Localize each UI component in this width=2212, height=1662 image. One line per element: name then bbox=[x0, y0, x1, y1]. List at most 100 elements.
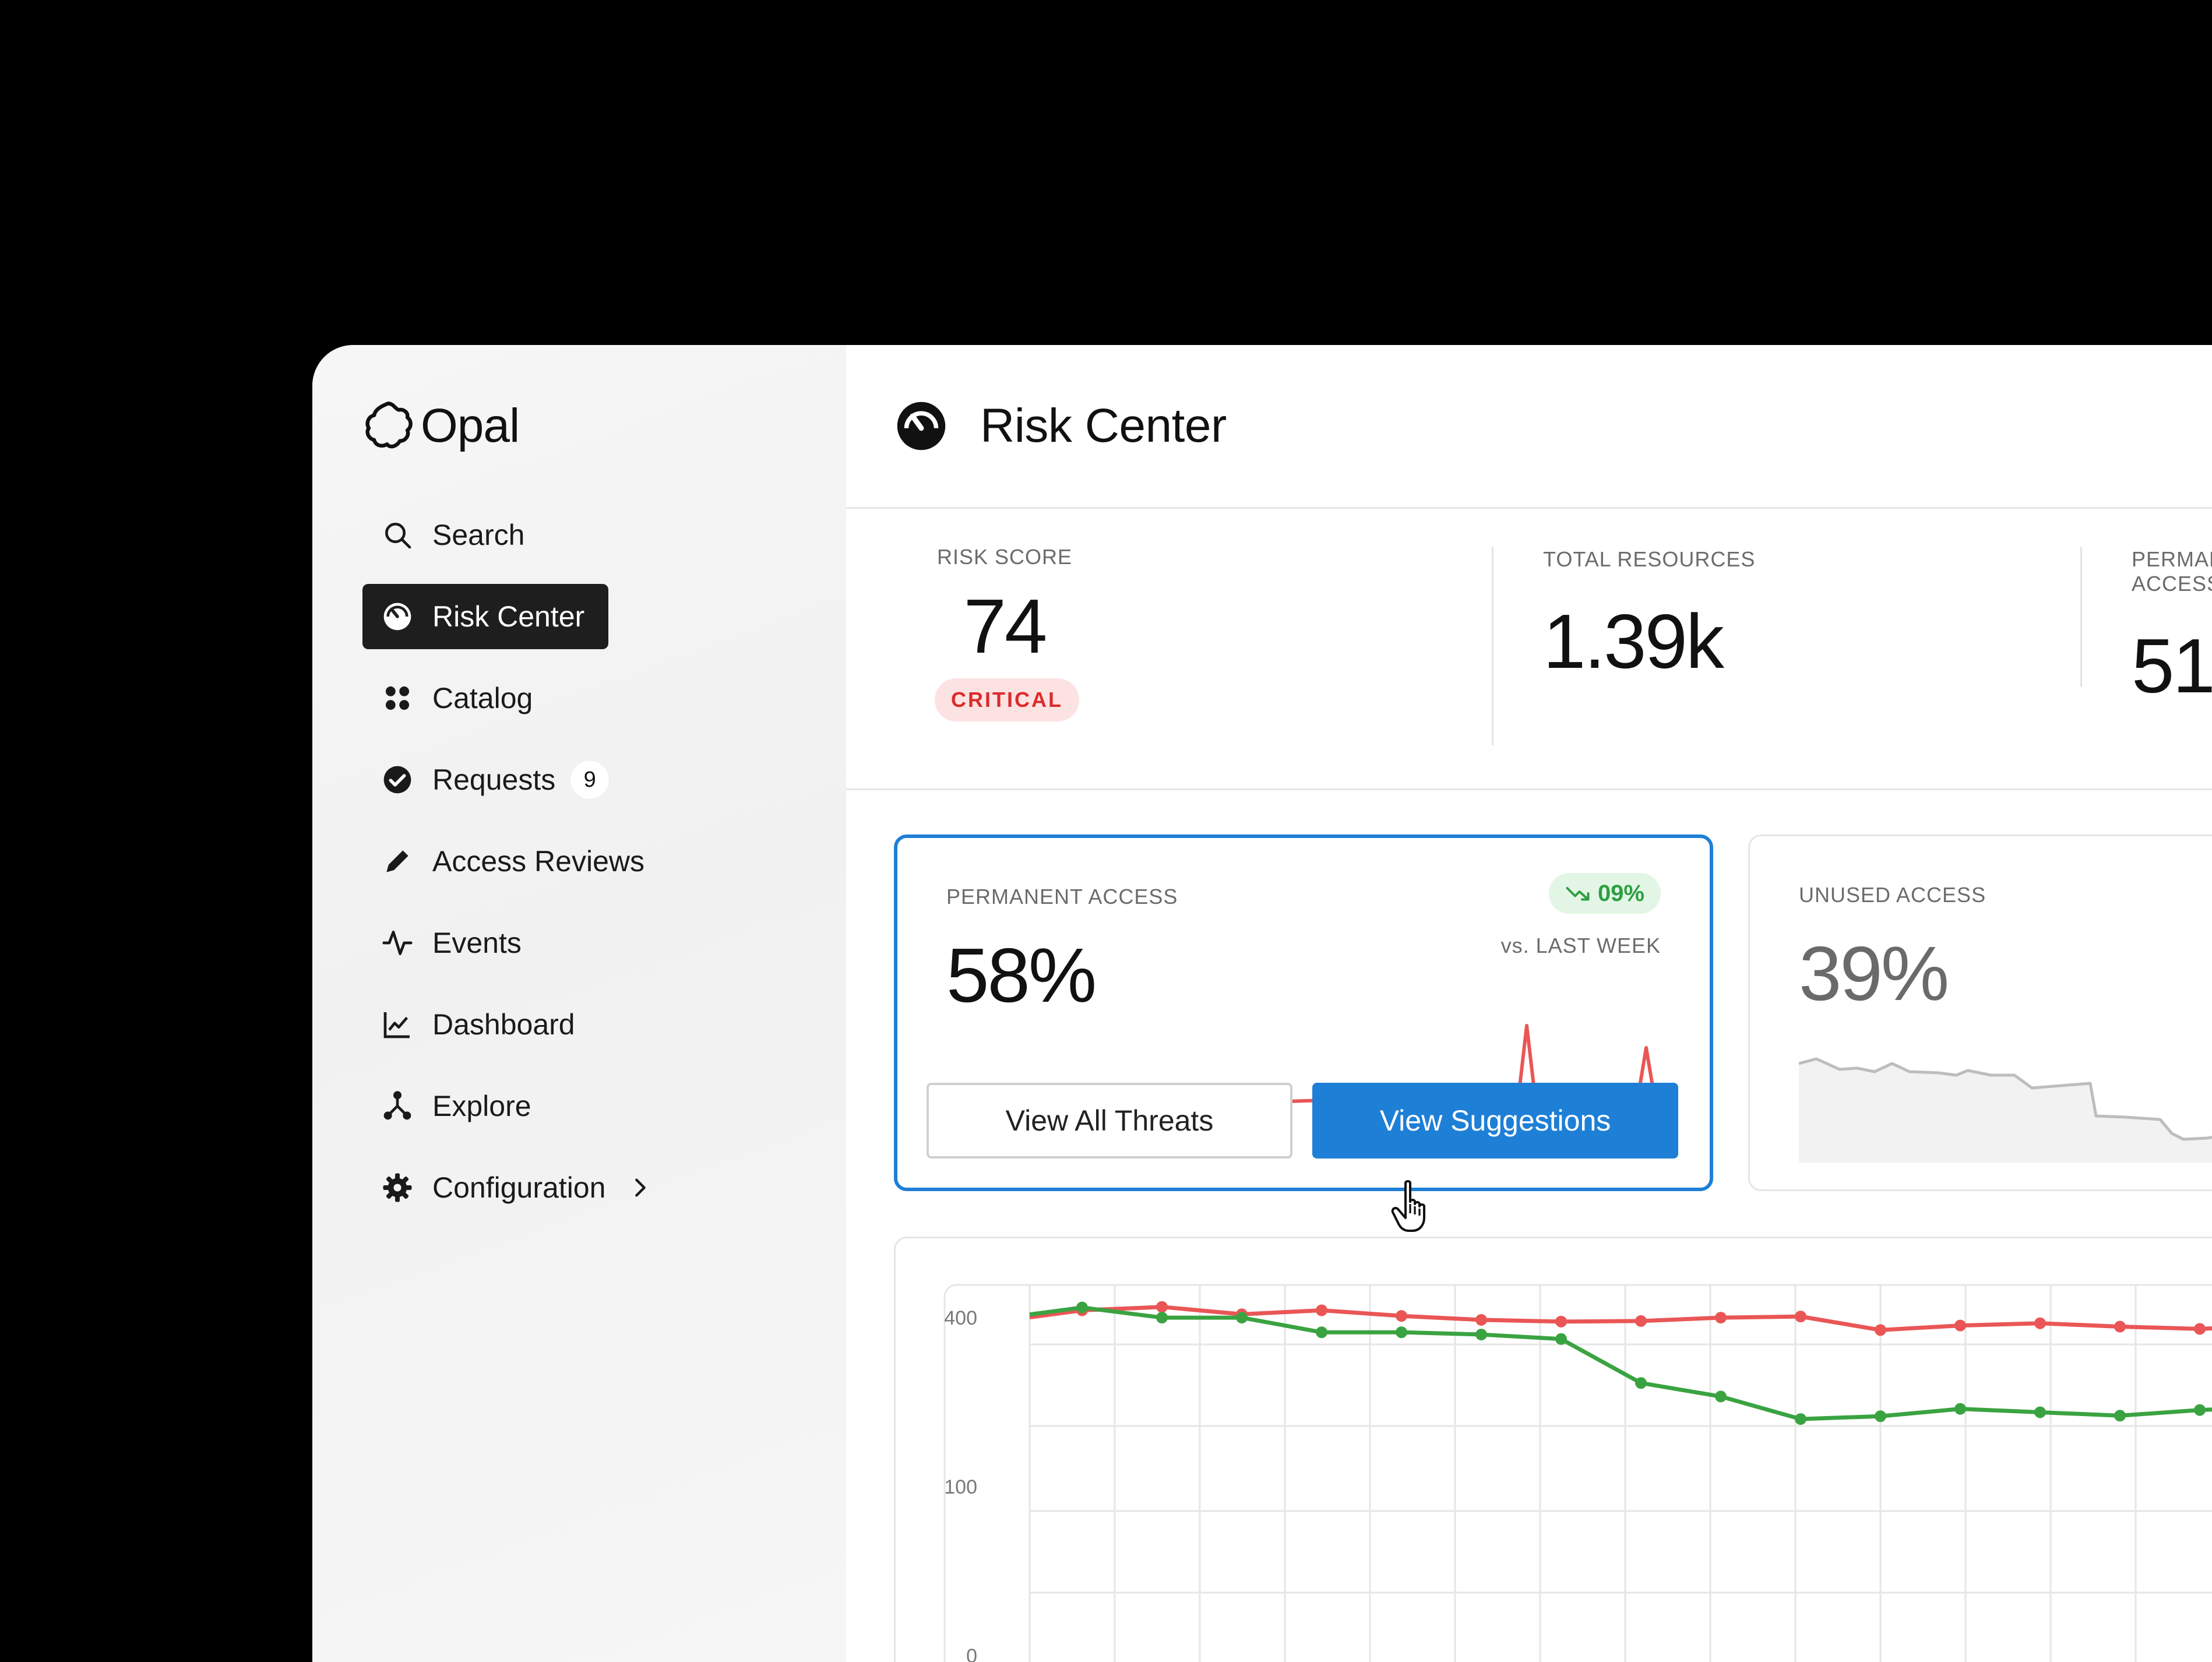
chart-data-point[interactable] bbox=[1954, 1319, 1966, 1332]
sidebar-item-label: Risk Center bbox=[432, 600, 585, 633]
risk-trend-chart-card: 400 100 0 bbox=[894, 1237, 2212, 1662]
card-label: PERMANENT ACCESS bbox=[946, 885, 1178, 909]
grid-dots-icon bbox=[380, 681, 415, 716]
chart-data-point[interactable] bbox=[1875, 1324, 1886, 1336]
chart-grid bbox=[1028, 1285, 2212, 1662]
sidebar-item-access-reviews[interactable]: Access Reviews bbox=[362, 829, 805, 894]
chart-data-point[interactable] bbox=[1795, 1311, 1806, 1323]
sidebar-item-explore[interactable]: Explore bbox=[362, 1073, 805, 1139]
sidebar-item-label: Explore bbox=[432, 1090, 531, 1122]
chart-data-point[interactable] bbox=[1236, 1312, 1248, 1324]
chart-data-point[interactable] bbox=[1555, 1333, 1567, 1345]
total-resources-label: TOTAL RESOURCES bbox=[1543, 547, 1756, 571]
total-resources-value: 1.39k bbox=[1543, 598, 1724, 684]
trend-caption: vs. LAST WEEK bbox=[1501, 934, 1661, 957]
chart-data-point[interactable] bbox=[2114, 1321, 2126, 1333]
unused-access-card[interactable]: UNUSED ACCESS 39% bbox=[1748, 834, 2212, 1191]
hand-cursor-icon bbox=[1391, 1180, 1425, 1232]
app-logo[interactable]: Opal bbox=[361, 399, 520, 453]
chart-data-point[interactable] bbox=[2194, 1323, 2206, 1335]
sidebar-item-events[interactable]: Events bbox=[362, 910, 805, 976]
view-all-threats-button[interactable]: View All Threats bbox=[927, 1083, 1292, 1159]
sidebar-nav: Search Risk Center Catalog bbox=[362, 502, 805, 1237]
pencil-icon bbox=[380, 844, 415, 879]
line-chart-icon bbox=[380, 1007, 415, 1042]
chart-data-point[interactable] bbox=[1396, 1310, 1407, 1322]
risk-score-value: 74 bbox=[963, 583, 1048, 669]
requests-count-badge: 9 bbox=[570, 760, 610, 799]
sidebar-item-label: Catalog bbox=[432, 682, 533, 714]
trending-down-icon bbox=[1566, 887, 1590, 901]
gear-icon bbox=[380, 1170, 415, 1205]
total-resources-stat: TOTAL RESOURCES 1.39k bbox=[1543, 547, 1755, 685]
graph-nodes-icon bbox=[380, 1089, 415, 1124]
risk-score-stat: RISK SCORE 74 CRITICAL bbox=[935, 545, 1079, 721]
sidebar-item-dashboard[interactable]: Dashboard bbox=[362, 992, 805, 1057]
gauge-icon bbox=[380, 599, 415, 634]
sidebar-item-requests[interactable]: Requests 9 bbox=[362, 747, 805, 812]
chart-data-point[interactable] bbox=[1715, 1312, 1727, 1324]
chart-y-axis: 400 100 0 bbox=[944, 1307, 977, 1662]
chart-data-point[interactable] bbox=[2034, 1317, 2046, 1329]
app-window: Opal Search Risk Center bbox=[312, 345, 2212, 1662]
status-badge: CRITICAL bbox=[935, 678, 1079, 721]
chart-data-point[interactable] bbox=[1156, 1312, 1168, 1324]
page-header: Risk Center bbox=[846, 345, 2212, 509]
view-suggestions-button[interactable]: View Suggestions bbox=[1312, 1083, 1678, 1159]
chart-data-point[interactable] bbox=[2034, 1406, 2046, 1418]
chart-data-point[interactable] bbox=[2114, 1410, 2126, 1422]
risk-score-label: RISK SCORE bbox=[936, 545, 1073, 569]
chevron-right-icon[interactable] bbox=[629, 1176, 652, 1199]
sidebar-item-catalog[interactable]: Catalog bbox=[362, 665, 805, 731]
chart-plot-frame bbox=[943, 1284, 2212, 1662]
chart-data-point[interactable] bbox=[1396, 1326, 1407, 1339]
sidebar-item-search[interactable]: Search bbox=[362, 502, 805, 568]
permanent-access-value: 510 bbox=[2132, 623, 2212, 709]
chart-data-point[interactable] bbox=[1635, 1377, 1647, 1389]
chart-data-point[interactable] bbox=[1715, 1390, 1727, 1403]
chart-data-point[interactable] bbox=[1954, 1403, 1966, 1415]
sidebar-item-label: Dashboard bbox=[432, 1008, 575, 1041]
chart-data-point[interactable] bbox=[1316, 1304, 1327, 1316]
chart-series bbox=[1029, 1301, 2212, 1425]
sidebar-item-label: Configuration bbox=[432, 1171, 606, 1204]
chart-data-point[interactable] bbox=[1475, 1314, 1487, 1326]
permanent-access-label: PERMANENT ACCESS bbox=[2132, 547, 2212, 596]
y-tick-label: 100 bbox=[944, 1476, 977, 1498]
chart-data-point[interactable] bbox=[1076, 1301, 1088, 1314]
trend-value: 09% bbox=[1597, 880, 1644, 906]
gauge-icon bbox=[897, 402, 946, 450]
chart-data-point[interactable] bbox=[1635, 1315, 1647, 1327]
sidebar-item-label: Access Reviews bbox=[432, 845, 644, 878]
unused-access-sparkline bbox=[1799, 1057, 2212, 1163]
sidebar-item-risk-center[interactable]: Risk Center bbox=[362, 584, 608, 649]
chart-data-point[interactable] bbox=[1156, 1301, 1168, 1313]
chart-data-point[interactable] bbox=[1316, 1326, 1327, 1339]
stat-divider bbox=[1492, 547, 1494, 745]
chart-data-point[interactable] bbox=[1475, 1329, 1487, 1341]
main-content: Risk Center RISK SCORE 74 CRITICAL TOTAL… bbox=[846, 345, 2212, 1662]
trend-badge: 09% bbox=[1548, 873, 1661, 914]
page-title: Risk Center bbox=[980, 399, 1227, 452]
risk-trend-chart: 400 100 0 bbox=[943, 1284, 2212, 1662]
permanent-access-card[interactable]: PERMANENT ACCESS 58% 09% vs. LAST WEEK V… bbox=[894, 834, 1713, 1191]
sidebar: Opal Search Risk Center bbox=[312, 345, 846, 1662]
permanent-access-stat: PERMANENT ACCESS 510 bbox=[2132, 547, 2212, 710]
sidebar-item-configuration[interactable]: Configuration bbox=[362, 1155, 805, 1220]
y-tick-label: 0 bbox=[966, 1645, 977, 1662]
card-value: 58% bbox=[946, 932, 1097, 1018]
chart-data-point[interactable] bbox=[1795, 1413, 1806, 1425]
chart-data-point[interactable] bbox=[1875, 1410, 1886, 1422]
card-value: 39% bbox=[1799, 931, 1949, 1016]
opal-logo-icon bbox=[365, 402, 413, 449]
y-tick-label: 400 bbox=[944, 1307, 977, 1329]
sidebar-item-label: Requests bbox=[432, 763, 556, 796]
chart-data-point[interactable] bbox=[2194, 1404, 2206, 1416]
card-label: UNUSED ACCESS bbox=[1799, 883, 1986, 907]
app-name: Opal bbox=[421, 399, 520, 452]
check-circle-icon bbox=[380, 762, 415, 797]
chart-data-point[interactable] bbox=[1555, 1315, 1567, 1328]
stat-divider bbox=[2080, 547, 2082, 687]
sidebar-item-label: Events bbox=[432, 927, 522, 959]
